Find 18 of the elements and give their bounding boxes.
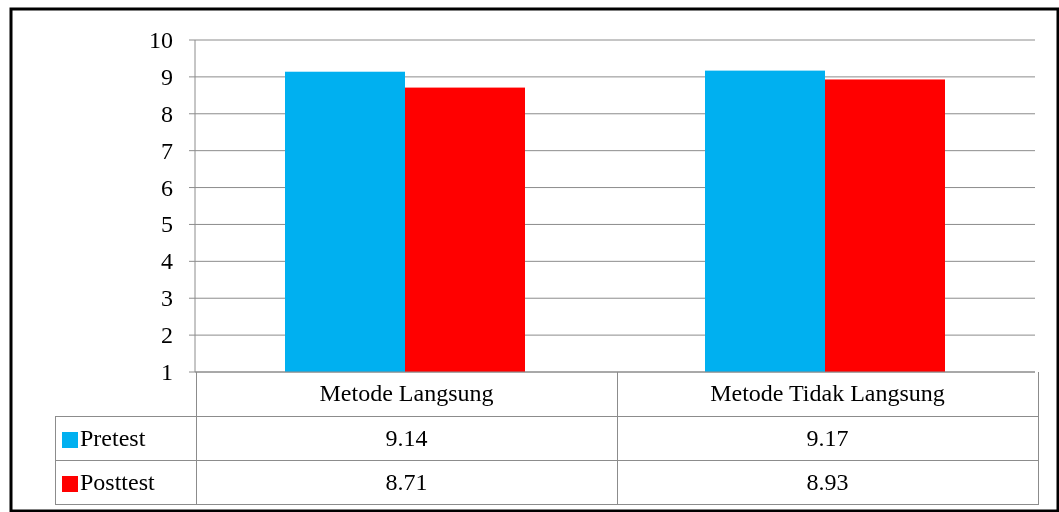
legend-label: Posttest (80, 468, 155, 495)
x-tick-label: Metode Langsung (196, 372, 617, 416)
legend-label: Pretest (80, 424, 146, 451)
x-tick-label: Metode Tidak Langsung (617, 372, 1038, 416)
y-tick-label: 7 (161, 137, 173, 164)
data-label: 8.93 (617, 460, 1038, 504)
data-label: 9.14 (196, 416, 617, 460)
y-tick-label: 10 (149, 27, 173, 53)
y-tick-label: 1 (161, 359, 173, 385)
y-tick-label: 4 (161, 248, 173, 275)
data-label: 9.17 (617, 416, 1038, 460)
y-tick-label: 6 (161, 174, 173, 201)
data-label: 8.71 (196, 460, 617, 504)
y-tick-label: 8 (161, 100, 173, 127)
y-tick-label: 2 (161, 322, 173, 349)
y-tick-label: 5 (161, 211, 173, 238)
y-tick-label: 9 (161, 63, 173, 90)
y-tick-label: 3 (161, 285, 173, 312)
